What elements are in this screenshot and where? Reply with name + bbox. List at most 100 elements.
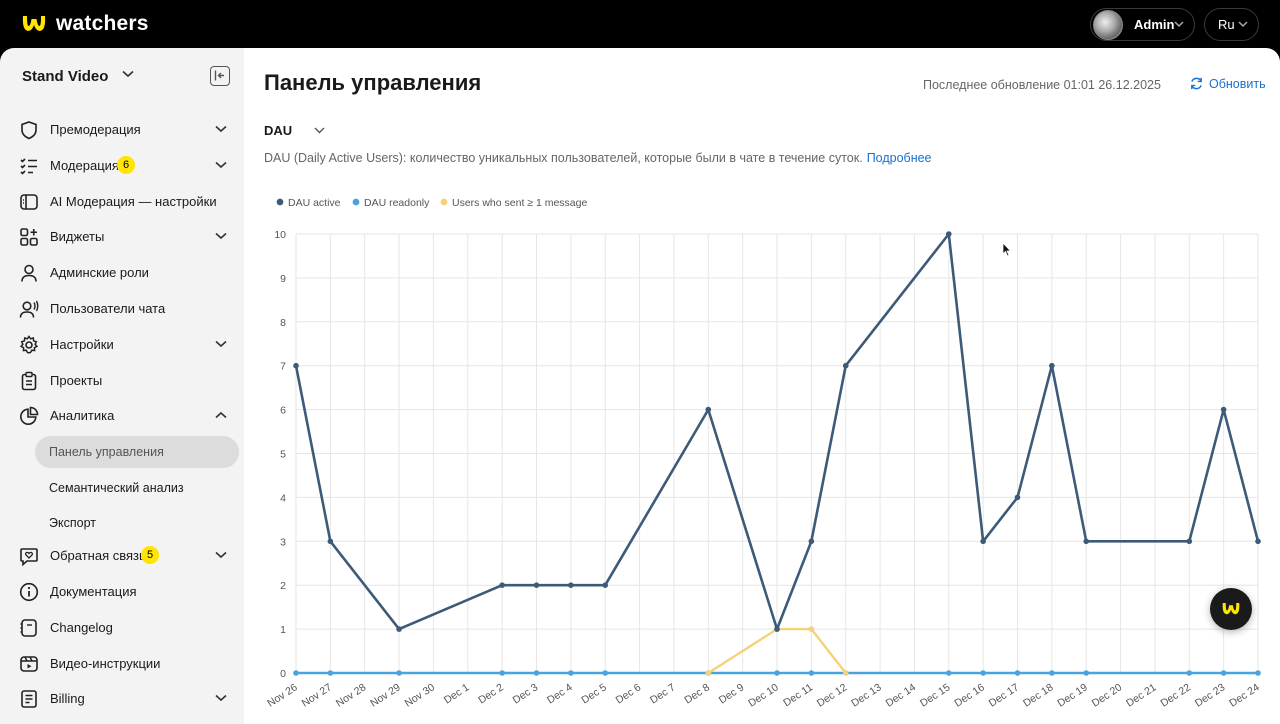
sidebar-item-label: Обратная связь [50,547,146,563]
project-name[interactable]: Stand Video [22,68,109,85]
x-tick-label: Dec 18 [1021,681,1056,709]
sidebar-item-8[interactable]: Аналитика [0,398,244,432]
language-selector[interactable]: Ru [1204,8,1259,41]
chevron-down-icon [1238,21,1248,28]
x-tick-label: Dec 10 [746,681,781,709]
sidebar-item-label: AI Модерация — настройки [50,193,217,209]
refresh-button[interactable]: Обновить [1189,76,1266,91]
data-point [774,670,780,676]
y-tick-label: 4 [280,492,286,504]
x-tick-label: Dec 6 [614,681,644,706]
x-tick-label: Dec 21 [1124,681,1159,709]
x-tick-label: Dec 9 [717,681,747,706]
y-tick-label: 5 [280,449,286,461]
legend-label: Users who sent ≥ 1 message [452,197,587,209]
avatar [1093,9,1123,40]
main-content: Панель управления Последнее обновление 0… [244,48,1280,724]
x-tick-label: Dec 3 [511,681,541,706]
sidebar-item-7[interactable]: Проекты [0,363,244,397]
sidebar-item-11[interactable]: Changelog [0,610,244,644]
logo[interactable]: watchers [20,12,149,36]
data-point [808,538,815,545]
legend-marker [275,197,285,207]
chevron-down-icon[interactable] [215,551,227,559]
list-check-icon [20,158,37,175]
data-point [568,670,574,676]
more-link[interactable]: Подробнее [866,151,932,165]
user-menu[interactable]: Admin [1090,8,1195,41]
sidebar-item-0[interactable]: Премодерация [0,112,244,146]
sidebar-subitem-2[interactable]: Экспорт [49,516,96,530]
sidebar-item-label: Виджеты [50,228,105,244]
x-tick-label: Nov 28 [334,681,369,709]
count-badge: 6 [117,156,135,174]
data-point [293,362,299,369]
sidebar-item-13[interactable]: Billing [0,681,244,715]
sidebar-item-6[interactable]: Настройки [0,327,244,361]
data-point [499,582,505,588]
y-tick-label: 6 [280,405,286,417]
collapse-sidebar-button[interactable] [210,66,230,86]
refresh-icon [1191,77,1202,90]
legend-label: DAU active [288,197,341,209]
sidebar-item-label: Аналитика [50,407,115,423]
data-point [1049,670,1055,676]
chat-widget-button[interactable] [1210,588,1252,630]
chevron-down-icon[interactable] [122,70,134,78]
chevron-down-icon[interactable] [215,125,227,133]
heart-chat-icon [20,548,38,566]
x-tick-label: Dec 17 [987,681,1022,709]
sidebar-item-9[interactable]: Обратная связь 5 [0,538,244,572]
sidebar-item-10[interactable]: Документация [0,574,244,608]
data-point [1255,670,1261,676]
data-point [602,670,609,676]
chevron-down-icon[interactable] [215,232,227,240]
data-point [945,670,952,676]
data-point [1255,538,1261,545]
sidebar-item-4[interactable]: Админские роли [0,255,244,289]
widgets-icon [20,228,38,246]
gear-icon [19,335,39,354]
data-point [1186,670,1193,676]
billing-icon [21,690,37,708]
data-point [945,231,952,237]
x-tick-label: Dec 23 [1193,681,1228,709]
x-tick-label: Dec 5 [579,681,609,706]
data-point [980,538,986,545]
data-point [1014,494,1021,501]
video-icon [20,656,38,672]
sidebar-item-2[interactable]: AI Модерация — настройки [0,184,244,218]
y-tick-label: 3 [280,536,286,548]
data-point [533,582,540,588]
clipboard-icon [21,371,37,391]
sidebar-item-12[interactable]: Видео-инструкции [0,646,244,680]
chevron-down-icon[interactable] [215,340,227,348]
sidebar-item-label: Пользователи чата [50,300,166,316]
last-updated-text: Последнее обновление 01:01 26.12.2025 [923,78,1161,92]
language-label: Ru [1218,17,1235,32]
data-point [705,670,712,676]
ai-panel-icon [20,194,38,210]
data-point [602,582,609,588]
sidebar-item-label: Changelog [50,619,113,635]
legend-marker [439,197,449,207]
metric-selected: DAU [264,123,293,138]
y-tick-label: 2 [280,580,286,592]
sidebar-subitem-0[interactable]: Панель управления [35,436,239,468]
sidebar-item-5[interactable]: Пользователи чата [0,291,244,325]
chevron-down-icon[interactable] [215,694,227,702]
x-tick-label: Nov 30 [403,681,438,709]
sidebar-item-label: Документация [50,583,137,599]
x-tick-label: Dec 4 [545,681,575,706]
sidebar-item-3[interactable]: Виджеты [0,219,244,253]
metric-dropdown[interactable]: DAU [264,123,325,138]
chevron-up-icon[interactable] [215,411,227,419]
chevron-down-icon[interactable] [215,161,227,169]
y-tick-label: 7 [280,361,286,373]
sidebar-item-1[interactable]: Модерация 6 [0,148,244,182]
y-tick-label: 8 [280,317,286,329]
x-tick-label: Dec 15 [918,681,953,709]
sidebar: Stand Video Премодерация Модерация 6 AI Мод… [0,48,244,724]
x-tick-label: Dec 20 [1090,681,1125,709]
sidebar-subitem-1[interactable]: Семантический анализ [49,481,184,495]
